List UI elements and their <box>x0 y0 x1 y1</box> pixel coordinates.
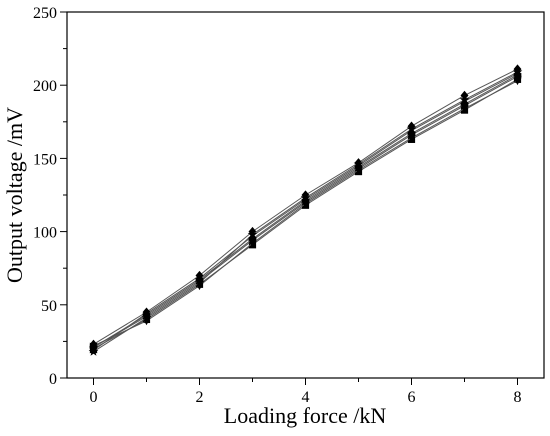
y-tick-label: 0 <box>49 371 57 388</box>
y-axis-title: Output voltage /mV <box>2 107 27 283</box>
data-point <box>142 310 151 319</box>
data-point <box>513 77 522 86</box>
y-tick-label: 150 <box>33 151 57 168</box>
axes-layer: 0 2 4 6 8 0 50 100 150 200 250 <box>33 5 545 406</box>
x-tick-label: 0 <box>90 389 98 406</box>
data-point <box>195 275 204 284</box>
y-tick-label: 250 <box>33 5 57 22</box>
data-point <box>406 124 417 134</box>
x-tick-label: 6 <box>408 389 416 406</box>
data-point <box>460 99 469 108</box>
x-axis-title: Loading force /kN <box>224 403 387 428</box>
x-tick-label: 2 <box>196 389 204 406</box>
y-tick-label: 200 <box>33 78 57 95</box>
series-layer <box>88 64 523 356</box>
x-tick-label: 4 <box>302 389 310 406</box>
data-point <box>88 346 99 356</box>
data-point <box>459 94 470 104</box>
y-tick-label: 100 <box>33 225 57 242</box>
data-point <box>354 162 363 171</box>
x-tick-label: 8 <box>514 389 522 406</box>
data-point <box>301 196 310 205</box>
series-6 <box>88 66 523 356</box>
y-tick-label: 50 <box>41 298 57 315</box>
series-7 <box>89 70 522 351</box>
data-point <box>89 342 98 351</box>
data-point <box>513 70 522 79</box>
data-point <box>247 229 258 239</box>
data-point <box>407 129 416 138</box>
series-3 <box>89 69 522 354</box>
data-point <box>248 234 257 243</box>
data-point <box>195 270 204 281</box>
